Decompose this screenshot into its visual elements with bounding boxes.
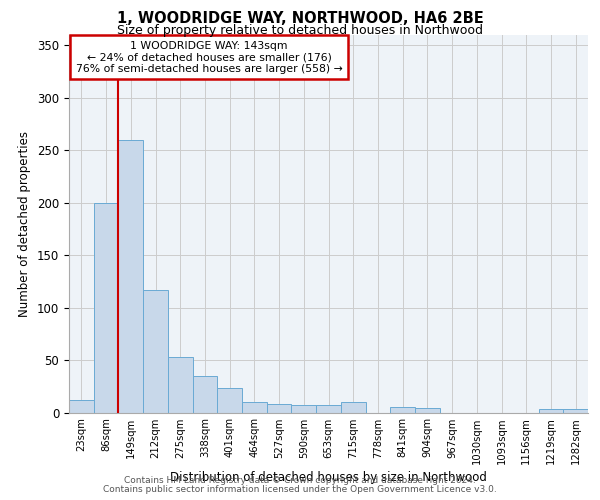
Text: Contains public sector information licensed under the Open Government Licence v3: Contains public sector information licen… — [103, 485, 497, 494]
Bar — [69, 400, 94, 412]
Bar — [118, 140, 143, 412]
Y-axis label: Number of detached properties: Number of detached properties — [19, 130, 31, 317]
X-axis label: Distribution of detached houses by size in Northwood: Distribution of detached houses by size … — [170, 471, 487, 484]
Bar — [217, 388, 242, 412]
Text: Contains HM Land Registry data © Crown copyright and database right 2024.: Contains HM Land Registry data © Crown c… — [124, 476, 476, 485]
Bar — [539, 410, 563, 412]
Bar — [168, 357, 193, 412]
Bar — [143, 290, 168, 412]
Bar — [563, 410, 588, 412]
Text: 1, WOODRIDGE WAY, NORTHWOOD, HA6 2BE: 1, WOODRIDGE WAY, NORTHWOOD, HA6 2BE — [116, 11, 484, 26]
Bar — [415, 408, 440, 412]
Bar — [94, 203, 118, 412]
Bar — [316, 405, 341, 412]
Bar — [193, 376, 217, 412]
Bar — [341, 402, 365, 412]
Bar — [242, 402, 267, 412]
Text: 1 WOODRIDGE WAY: 143sqm
← 24% of detached houses are smaller (176)
76% of semi-d: 1 WOODRIDGE WAY: 143sqm ← 24% of detache… — [76, 40, 343, 74]
Text: Size of property relative to detached houses in Northwood: Size of property relative to detached ho… — [117, 24, 483, 37]
Bar — [292, 405, 316, 412]
Bar — [267, 404, 292, 412]
Bar — [390, 408, 415, 412]
